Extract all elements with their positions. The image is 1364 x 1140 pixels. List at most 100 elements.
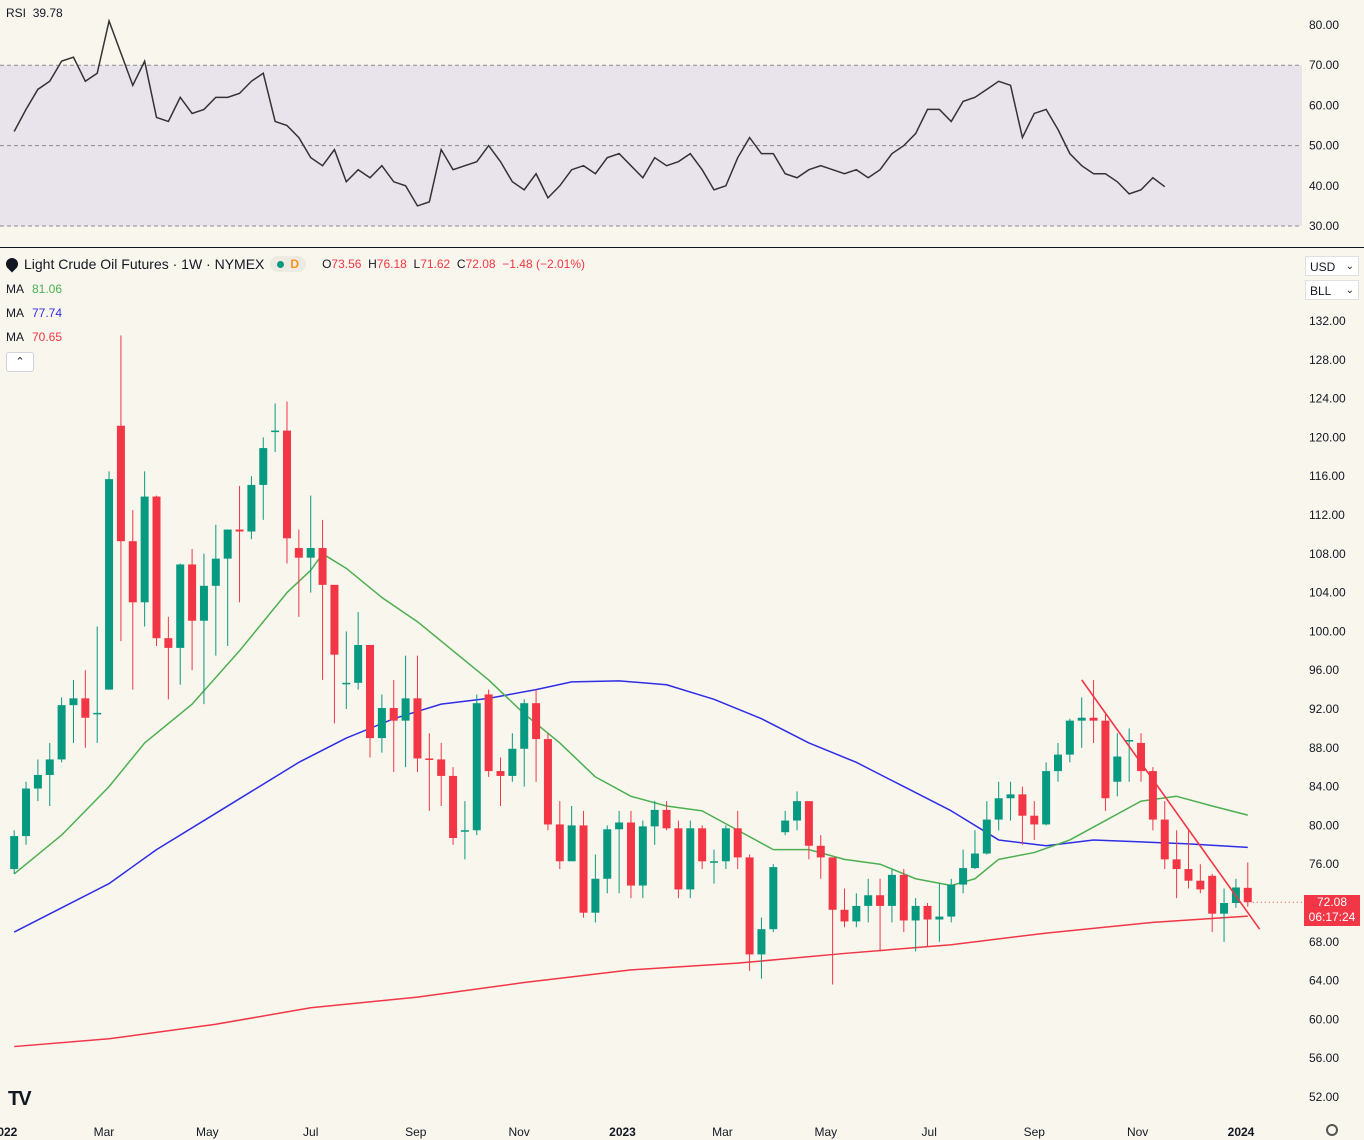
candle-down xyxy=(733,828,742,858)
candle-down xyxy=(81,698,90,718)
candle-up xyxy=(887,874,896,906)
ma-legend-long[interactable]: MA 70.65 xyxy=(6,330,63,344)
candle-down xyxy=(662,809,671,829)
candle-up xyxy=(982,819,991,854)
price-tick-label: 120.00 xyxy=(1309,430,1346,444)
unit-select[interactable]: BLL ⌄ xyxy=(1305,280,1359,300)
candle-up xyxy=(638,826,647,886)
candle-up xyxy=(508,748,517,776)
candle-down xyxy=(745,857,754,955)
candle-up xyxy=(1077,717,1086,721)
market-status-pill[interactable]: D xyxy=(270,256,307,272)
candle-down xyxy=(1018,794,1027,816)
rsi-tick-label: 70.00 xyxy=(1309,58,1339,72)
ma-mid-line xyxy=(13,680,1248,933)
candles-group xyxy=(10,335,1252,985)
price-tick-label: 104.00 xyxy=(1309,586,1346,600)
candle-down xyxy=(484,694,493,772)
collapse-legend-button[interactable]: ⌃ xyxy=(6,352,34,372)
candle-up xyxy=(947,884,956,917)
time-tick-label: 2023 xyxy=(609,1125,636,1139)
rsi-tick-label: 30.00 xyxy=(1309,219,1339,233)
candle-down xyxy=(1172,859,1181,870)
price-tick-label: 132.00 xyxy=(1309,314,1346,328)
ma-legend-short[interactable]: MA 81.06 xyxy=(6,282,63,296)
candle-down xyxy=(579,825,588,913)
candle-down xyxy=(389,708,398,721)
candle-up xyxy=(1042,771,1051,825)
candle-up xyxy=(472,703,481,831)
candle-down xyxy=(1196,880,1205,890)
candle-down xyxy=(1160,819,1169,860)
candle-up xyxy=(615,822,624,830)
candle-up xyxy=(271,430,280,433)
symbol-header[interactable]: Light Crude Oil Futures · 1W · NYMEX D O… xyxy=(3,255,585,273)
price-tick-label: 128.00 xyxy=(1309,353,1346,367)
time-tick-label: Jul xyxy=(303,1125,318,1139)
delayed-badge: D xyxy=(290,257,300,271)
ma-short-line xyxy=(13,553,1248,887)
candle-up xyxy=(567,825,576,862)
candle-up xyxy=(33,774,42,789)
currency-select[interactable]: USD ⌄ xyxy=(1305,256,1359,276)
candle-up xyxy=(342,682,351,685)
time-tick-label: Sep xyxy=(405,1125,427,1139)
candle-up xyxy=(354,644,363,683)
price-tick-label: 112.00 xyxy=(1309,508,1345,522)
rsi-tick-label: 40.00 xyxy=(1309,179,1339,193)
time-tick-label: Sep xyxy=(1024,1125,1046,1139)
candle-down xyxy=(164,638,173,648)
candle-up xyxy=(105,479,114,690)
candle-up xyxy=(1006,794,1015,799)
rsi-line xyxy=(13,18,1166,207)
candle-down xyxy=(876,895,885,906)
candle-up xyxy=(211,558,220,586)
chevron-down-icon: ⌄ xyxy=(1345,261,1354,272)
candle-down xyxy=(1089,717,1098,721)
candle-up xyxy=(769,867,778,930)
ma-legend-mid[interactable]: MA 77.74 xyxy=(6,306,63,320)
bar-countdown: 06:17:24 xyxy=(1308,910,1356,924)
price-tick-label: 64.00 xyxy=(1309,974,1339,988)
candle-down xyxy=(899,874,908,921)
candle-down xyxy=(1030,815,1039,825)
price-tick-label: 88.00 xyxy=(1309,741,1339,755)
candle-up xyxy=(306,547,315,558)
candle-up xyxy=(1053,754,1062,772)
price-tick-label: 96.00 xyxy=(1309,663,1339,677)
price-tick-label: 80.00 xyxy=(1309,818,1339,832)
price-tick-label: 108.00 xyxy=(1309,547,1346,561)
candle-up xyxy=(140,496,149,603)
candle-down xyxy=(152,496,161,639)
candle-down xyxy=(1243,887,1252,903)
candle-up xyxy=(1113,756,1122,782)
chevron-up-icon: ⌃ xyxy=(15,356,25,368)
tradingview-logo[interactable]: TV xyxy=(8,1088,32,1110)
candle-up xyxy=(970,853,979,869)
candle-up xyxy=(757,929,766,955)
candle-down xyxy=(318,547,327,585)
candle-up xyxy=(93,712,102,715)
candle-up xyxy=(1065,720,1074,755)
price-tick-label: 52.00 xyxy=(1309,1090,1339,1104)
candle-up xyxy=(176,564,185,648)
candle-up xyxy=(994,798,1003,820)
candle-up xyxy=(520,703,529,749)
candle-down xyxy=(188,564,197,621)
market-open-dot-icon xyxy=(277,260,285,268)
trendline xyxy=(1081,679,1261,930)
candle-up xyxy=(69,698,78,706)
candle-down xyxy=(555,824,564,862)
rsi-tick-label: 50.00 xyxy=(1309,139,1339,153)
candle-up xyxy=(223,529,232,559)
chevron-down-icon: ⌄ xyxy=(1345,285,1354,296)
price-tick-label: 56.00 xyxy=(1309,1051,1339,1065)
candle-up xyxy=(199,585,208,621)
candle-down xyxy=(816,845,825,858)
rsi-value: 39.78 xyxy=(32,6,63,20)
candle-down xyxy=(235,529,244,532)
gear-icon[interactable] xyxy=(1326,1124,1338,1136)
candle-up xyxy=(864,895,873,906)
candle-down xyxy=(282,430,291,539)
